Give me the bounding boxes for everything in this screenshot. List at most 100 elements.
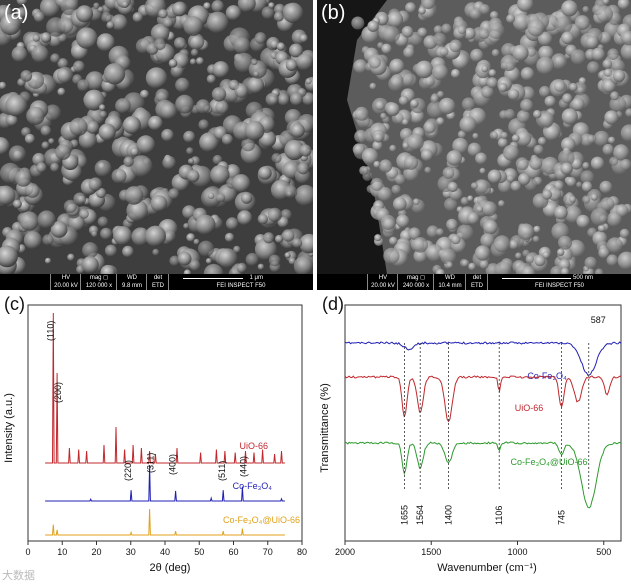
particle: [240, 192, 253, 204]
particle: [491, 49, 500, 57]
particle: [195, 214, 216, 235]
particle: [383, 247, 400, 265]
particle: [433, 25, 443, 35]
panel-label-b: (b): [321, 2, 346, 24]
particle: [26, 106, 45, 126]
det-value: ETD: [471, 283, 483, 289]
particle: [457, 130, 466, 139]
series-label: Co-Fe₃O₄@UiO-66: [511, 457, 588, 467]
particle: [85, 71, 105, 91]
particle: [389, 236, 398, 246]
particle: [296, 53, 313, 71]
particle: [93, 2, 100, 9]
particle: [261, 6, 275, 20]
series-label: Co-Fe₃O₄: [233, 481, 273, 491]
particle: [396, 214, 410, 228]
particle: [286, 190, 293, 198]
particle: [475, 152, 488, 165]
particle: [289, 43, 303, 58]
particle: [8, 145, 26, 163]
scale-bar: 500 nm: [488, 274, 631, 282]
particle: [442, 167, 455, 179]
particle: [210, 165, 230, 185]
particle: [557, 248, 565, 256]
sem-image-b: (b) HV 20.00 kV mag ◻ 240 000 x WD 10.4 mm …: [317, 0, 631, 290]
particle: [131, 227, 150, 246]
hv-value: 20.00 kV: [54, 283, 78, 289]
particle: [600, 197, 615, 212]
particle: [590, 156, 605, 170]
particle: [388, 76, 404, 92]
x-tick-label: 50: [194, 547, 204, 557]
particle: [106, 21, 115, 30]
particle: [19, 211, 39, 231]
particle: [581, 181, 593, 192]
particle: [104, 244, 118, 257]
particle: [582, 195, 591, 204]
particle: [225, 5, 242, 21]
particle: [389, 58, 405, 74]
particle: [544, 95, 556, 107]
particle: [183, 130, 196, 143]
particle: [617, 251, 631, 270]
particle: [32, 34, 41, 42]
particle: [599, 180, 613, 194]
particle: [76, 27, 98, 49]
particle: [81, 256, 99, 274]
particle: [182, 205, 197, 220]
particle: [16, 0, 28, 6]
particle: [193, 238, 200, 245]
particle: [361, 148, 379, 165]
x-axis-label: 2θ (deg): [150, 562, 191, 574]
particle: [0, 185, 16, 206]
particle: [69, 117, 88, 136]
particle: [566, 176, 577, 187]
particle: [474, 245, 491, 261]
particle: [470, 182, 478, 190]
wd-label: WD: [445, 275, 455, 281]
particle: [431, 64, 449, 81]
particle: [571, 97, 585, 111]
particle: [140, 89, 149, 99]
particle: [211, 87, 227, 102]
y-axis-label: Transmittance (%): [319, 383, 331, 472]
xrd-series-0: [45, 312, 285, 464]
particle: [450, 68, 461, 79]
particle: [245, 252, 259, 267]
particle: [380, 214, 396, 230]
particle: [268, 254, 281, 267]
particle: [231, 174, 251, 193]
particle: [596, 5, 613, 23]
particle: [254, 238, 277, 261]
particle: [234, 83, 249, 98]
particle: [369, 82, 377, 90]
scale-bar: 1 μm: [169, 274, 313, 282]
particle: [562, 93, 573, 104]
particle: [602, 0, 610, 5]
x-tick-label: 20: [91, 547, 101, 557]
particle: [602, 143, 614, 156]
particle: [40, 125, 52, 137]
ftir-series-2: [344, 441, 622, 509]
particle: [284, 139, 305, 161]
particle: [609, 96, 627, 113]
particle: [13, 199, 22, 209]
hv-value: 20.00 kV: [371, 283, 395, 289]
particle: [169, 255, 180, 267]
particle: [558, 149, 575, 167]
panel-label-a: (a): [4, 2, 29, 24]
particle: [237, 210, 253, 226]
particle: [20, 70, 33, 82]
sem-image-a: (a) HV 20.00 kV mag ◻ 120 000 x WD 9.8 mm d…: [0, 0, 313, 290]
particle: [585, 35, 599, 49]
particle: [604, 110, 619, 125]
particle: [439, 47, 449, 57]
particle: [401, 26, 414, 38]
particle: [0, 245, 18, 268]
particle: [122, 116, 141, 135]
particle: [529, 156, 543, 170]
particle: [177, 251, 192, 266]
particle: [122, 245, 134, 258]
band-label: 1400: [444, 505, 454, 525]
band-label: 1564: [415, 505, 425, 525]
